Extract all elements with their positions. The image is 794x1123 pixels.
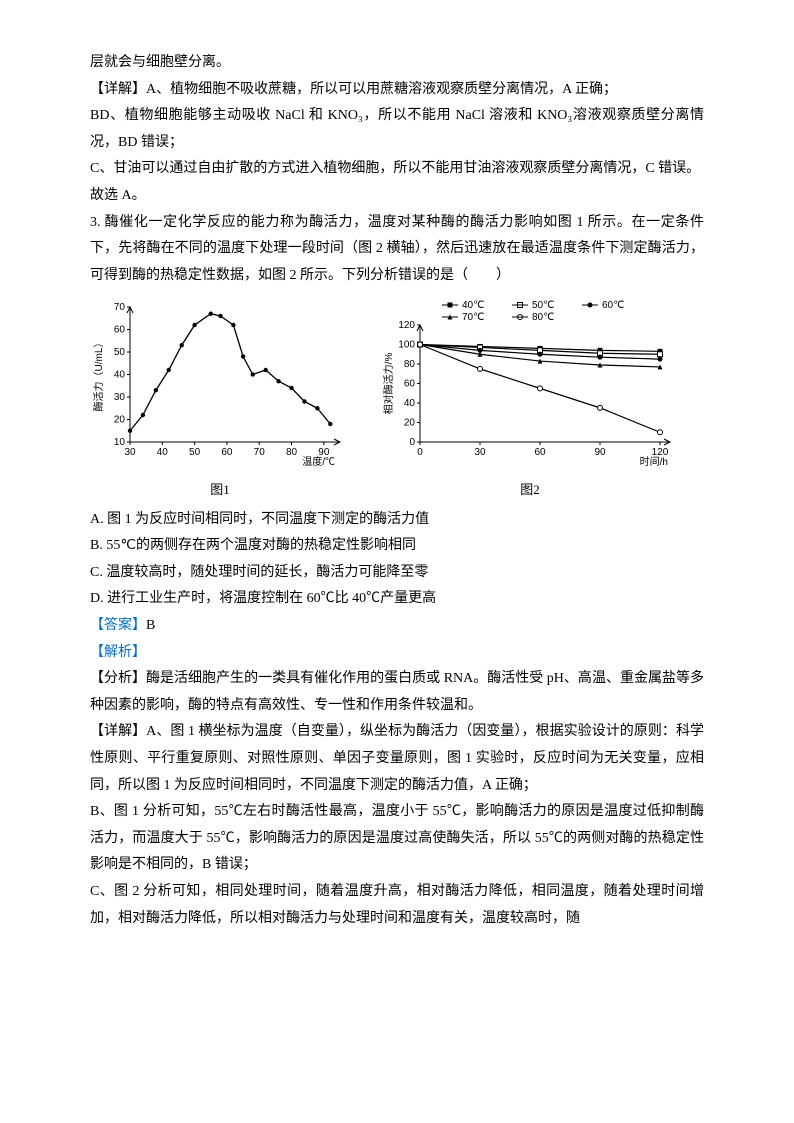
answer-value: B xyxy=(146,618,155,633)
option-b: B. 55℃的两侧存在两个温度对酶的热稳定性影响相同 xyxy=(90,533,704,560)
svg-text:70: 70 xyxy=(254,447,266,458)
svg-text:50: 50 xyxy=(114,347,126,358)
answer-line: 【答案】B xyxy=(90,613,704,640)
detail-a: 【详解】A、图 1 横坐标为温度（自变量），纵坐标为酶活力（因变量），根据实验设… xyxy=(90,719,704,799)
chart1-caption: 图1 xyxy=(90,478,350,503)
svg-text:时间/h: 时间/h xyxy=(640,455,668,467)
svg-text:0: 0 xyxy=(409,437,415,448)
svg-text:40℃: 40℃ xyxy=(462,300,484,311)
detail-b: B、图 1 分析可知，55℃左右时酶活性最高，温度小于 55℃，影响酶活力的原因… xyxy=(90,799,704,879)
svg-text:40: 40 xyxy=(114,370,126,381)
chart1-svg: 1020304050607030405060708090温度/℃酶活力（U/mL… xyxy=(90,297,350,467)
paragraph: 层就会与细胞壁分离。 xyxy=(90,50,704,77)
chart2-svg: 0204060801001200306090120时间/h相对酶活力/%40℃5… xyxy=(380,297,680,467)
analysis: 【分析】酶是活细胞产生的一类具有催化作用的蛋白质或 RNA。酶活性受 pH、高温… xyxy=(90,666,704,719)
svg-text:60: 60 xyxy=(534,447,546,458)
chart-2: 0204060801001200306090120时间/h相对酶活力/%40℃5… xyxy=(380,297,680,502)
svg-text:120: 120 xyxy=(398,320,415,331)
svg-text:20: 20 xyxy=(404,418,416,429)
chart-1: 1020304050607030405060708090温度/℃酶活力（U/mL… xyxy=(90,297,350,502)
page: 层就会与细胞壁分离。 【详解】A、植物细胞不吸收蔗糖，所以可以用蔗糖溶液观察质壁… xyxy=(0,0,794,1123)
svg-text:20: 20 xyxy=(114,415,126,426)
question-stem: 3. 酶催化一定化学反应的能力称为酶活力，温度对某种酶的酶活力影响如图 1 所示… xyxy=(90,210,704,290)
svg-text:80: 80 xyxy=(404,359,416,370)
jiexi-line: 【解析】 xyxy=(90,640,704,667)
svg-text:30: 30 xyxy=(474,447,486,458)
svg-text:30: 30 xyxy=(114,392,126,403)
svg-text:50℃: 50℃ xyxy=(532,300,554,311)
svg-text:70℃: 70℃ xyxy=(462,312,484,323)
option-a: A. 图 1 为反应时间相同时，不同温度下测定的酶活力值 xyxy=(90,507,704,534)
svg-text:100: 100 xyxy=(398,340,415,351)
chart2-caption: 图2 xyxy=(380,478,680,503)
svg-text:60: 60 xyxy=(114,325,126,336)
paragraph: 故选 A。 xyxy=(90,183,704,210)
svg-text:80: 80 xyxy=(286,447,298,458)
svg-text:0: 0 xyxy=(417,447,423,458)
option-d: D. 进行工业生产时，将温度控制在 60℃比 40℃产量更高 xyxy=(90,586,704,613)
paragraph: BD、植物细胞能够主动吸收 NaCl 和 KNO₃，所以不能用 NaCl 溶液和… xyxy=(90,103,704,156)
svg-text:60: 60 xyxy=(221,447,233,458)
svg-text:70: 70 xyxy=(114,302,126,313)
svg-text:60: 60 xyxy=(404,379,416,390)
svg-text:60℃: 60℃ xyxy=(602,300,624,311)
svg-text:50: 50 xyxy=(189,447,201,458)
answer-label: 【答案】 xyxy=(90,618,146,633)
paragraph: 【详解】A、植物细胞不吸收蔗糖，所以可以用蔗糖溶液观察质壁分离情况，A 正确； xyxy=(90,77,704,104)
svg-text:40: 40 xyxy=(157,447,169,458)
svg-text:温度/℃: 温度/℃ xyxy=(302,455,335,467)
option-c: C. 温度较高时，随处理时间的延长，酶活力可能降至零 xyxy=(90,560,704,587)
charts-row: 1020304050607030405060708090温度/℃酶活力（U/mL… xyxy=(90,297,704,502)
detail-c: C、图 2 分析可知，相同处理时间，随着温度升高，相对酶活力降低，相同温度，随着… xyxy=(90,879,704,932)
svg-text:酶活力（U/mL）: 酶活力（U/mL） xyxy=(92,338,105,412)
svg-text:80℃: 80℃ xyxy=(532,312,554,323)
jiexi-label: 【解析】 xyxy=(90,645,146,660)
svg-text:90: 90 xyxy=(594,447,606,458)
svg-text:30: 30 xyxy=(124,447,136,458)
paragraph: C、甘油可以通过自由扩散的方式进入植物细胞，所以不能用甘油溶液观察质壁分离情况，… xyxy=(90,156,704,183)
svg-text:相对酶活力/%: 相对酶活力/% xyxy=(382,353,395,415)
svg-text:40: 40 xyxy=(404,398,416,409)
